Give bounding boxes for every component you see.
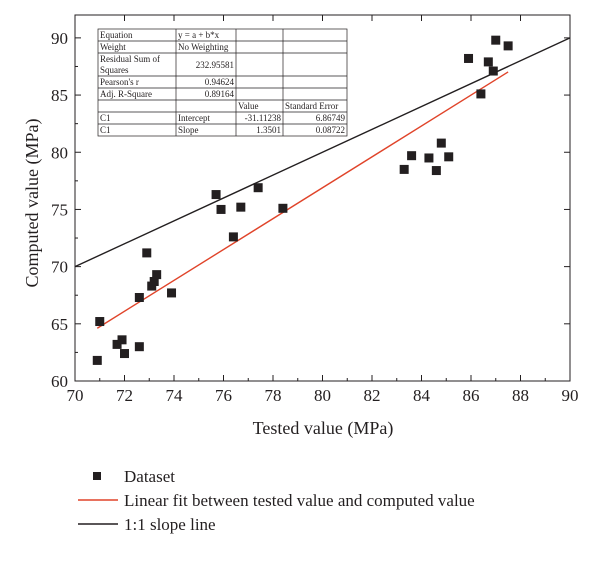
data-point-27 xyxy=(483,57,493,67)
data-point-20 xyxy=(407,151,417,161)
data-point-28 xyxy=(488,66,498,76)
stats-table-cell: y = a + b*x xyxy=(178,30,220,40)
legend-swatch-dataset xyxy=(93,472,101,480)
data-point-24 xyxy=(444,152,454,162)
data-point-7 xyxy=(134,342,144,352)
stats-table-cell: No Weighting xyxy=(178,42,229,52)
data-point-19 xyxy=(399,164,409,174)
stats-table-cell: 232.95581 xyxy=(196,60,234,70)
data-point-17 xyxy=(253,183,263,193)
y-tick-label: 70 xyxy=(51,258,68,277)
data-point-30 xyxy=(503,41,513,51)
data-point-10 xyxy=(149,276,159,286)
data-point-16 xyxy=(236,202,246,212)
data-point-5 xyxy=(120,349,129,359)
stats-table-cell: Slope xyxy=(178,125,199,135)
data-point-18 xyxy=(278,203,288,213)
data-point-13 xyxy=(211,190,221,200)
y-axis-title: Computed value (MPa) xyxy=(22,119,43,288)
legend-label-1: Linear fit between tested value and comp… xyxy=(124,491,475,510)
stats-table-cell: Weight xyxy=(100,42,126,52)
x-axis-title: Tested value (MPa) xyxy=(253,418,394,439)
stats-table-cell-wrap: Squares xyxy=(100,65,129,75)
x-tick-label: 70 xyxy=(67,386,84,405)
series-line-2 xyxy=(75,37,570,268)
stats-table-cell: 0.94624 xyxy=(205,77,235,87)
x-tick-label: 78 xyxy=(265,386,282,405)
data-point-26 xyxy=(476,89,486,99)
data-point-6 xyxy=(134,293,144,303)
data-points xyxy=(92,35,513,365)
stats-table-cell: 0.08722 xyxy=(316,125,345,135)
series-line-1 xyxy=(96,71,509,329)
data-point-23 xyxy=(436,138,446,148)
data-point-9 xyxy=(147,281,157,291)
axis-ticks: 70 72 74 76 78 80 82 84 86 88 90 60 65 70 75 80 85 90 xyxy=(51,15,579,405)
y-tick-label: 60 xyxy=(51,372,68,391)
data-point-25 xyxy=(464,53,474,63)
x-tick-label: 72 xyxy=(116,386,133,405)
stats-table-cell: Residual Sum of xyxy=(100,54,160,64)
data-point-15 xyxy=(228,232,238,242)
data-point-29 xyxy=(491,35,501,45)
legend-label-0: Dataset xyxy=(124,467,175,486)
y-tick-label: 90 xyxy=(51,29,68,48)
x-tick-label: 86 xyxy=(463,386,480,405)
y-tick-label: 65 xyxy=(51,315,68,334)
x-tick-label: 82 xyxy=(364,386,381,405)
stats-table-cell: Value xyxy=(238,101,259,111)
stats-table-cell: Pearson's r xyxy=(100,77,139,87)
stats-table-cell: 1.3501 xyxy=(256,125,281,135)
x-tick-label: 90 xyxy=(562,386,579,405)
data-point-3 xyxy=(112,339,122,349)
data-point-21 xyxy=(424,153,434,163)
stats-table: Equation y = a + b*x Weight No Weighting Res… xyxy=(97,28,348,137)
x-tick-label: 76 xyxy=(215,386,232,405)
stats-table-frame xyxy=(97,28,348,137)
stats-table-cell: -31.11238 xyxy=(245,113,282,123)
x-tick-label: 84 xyxy=(413,386,431,405)
y-tick-label: 75 xyxy=(51,200,68,219)
stats-table-cell: Adj. R-Square xyxy=(100,89,152,99)
fit-lines xyxy=(75,37,570,329)
x-tick-label: 80 xyxy=(314,386,331,405)
data-point-12 xyxy=(167,288,177,298)
data-point-1 xyxy=(92,355,102,365)
stats-table-cell: C1 xyxy=(100,125,111,135)
y-tick-label: 80 xyxy=(51,143,68,162)
x-tick-label: 88 xyxy=(512,386,529,405)
data-point-4 xyxy=(117,335,127,345)
legend: Dataset Linear fit between tested value a… xyxy=(78,467,475,534)
stats-table-cell: C1 xyxy=(100,113,111,123)
data-point-8 xyxy=(142,248,152,258)
x-tick-label: 74 xyxy=(166,386,184,405)
legend-label-2: 1:1 slope line xyxy=(124,515,216,534)
stats-table-cell: 6.86749 xyxy=(316,113,346,123)
stats-table-cell: Standard Error xyxy=(285,101,338,111)
data-point-22 xyxy=(431,166,441,176)
y-tick-label: 85 xyxy=(51,86,68,105)
data-point-11 xyxy=(152,270,162,280)
stats-table-cell: Intercept xyxy=(178,113,210,123)
stats-table-cell: Equation xyxy=(100,30,133,40)
data-point-2 xyxy=(95,317,105,327)
data-point-14 xyxy=(216,204,226,214)
stats-table-cell: 0.89164 xyxy=(205,89,235,99)
